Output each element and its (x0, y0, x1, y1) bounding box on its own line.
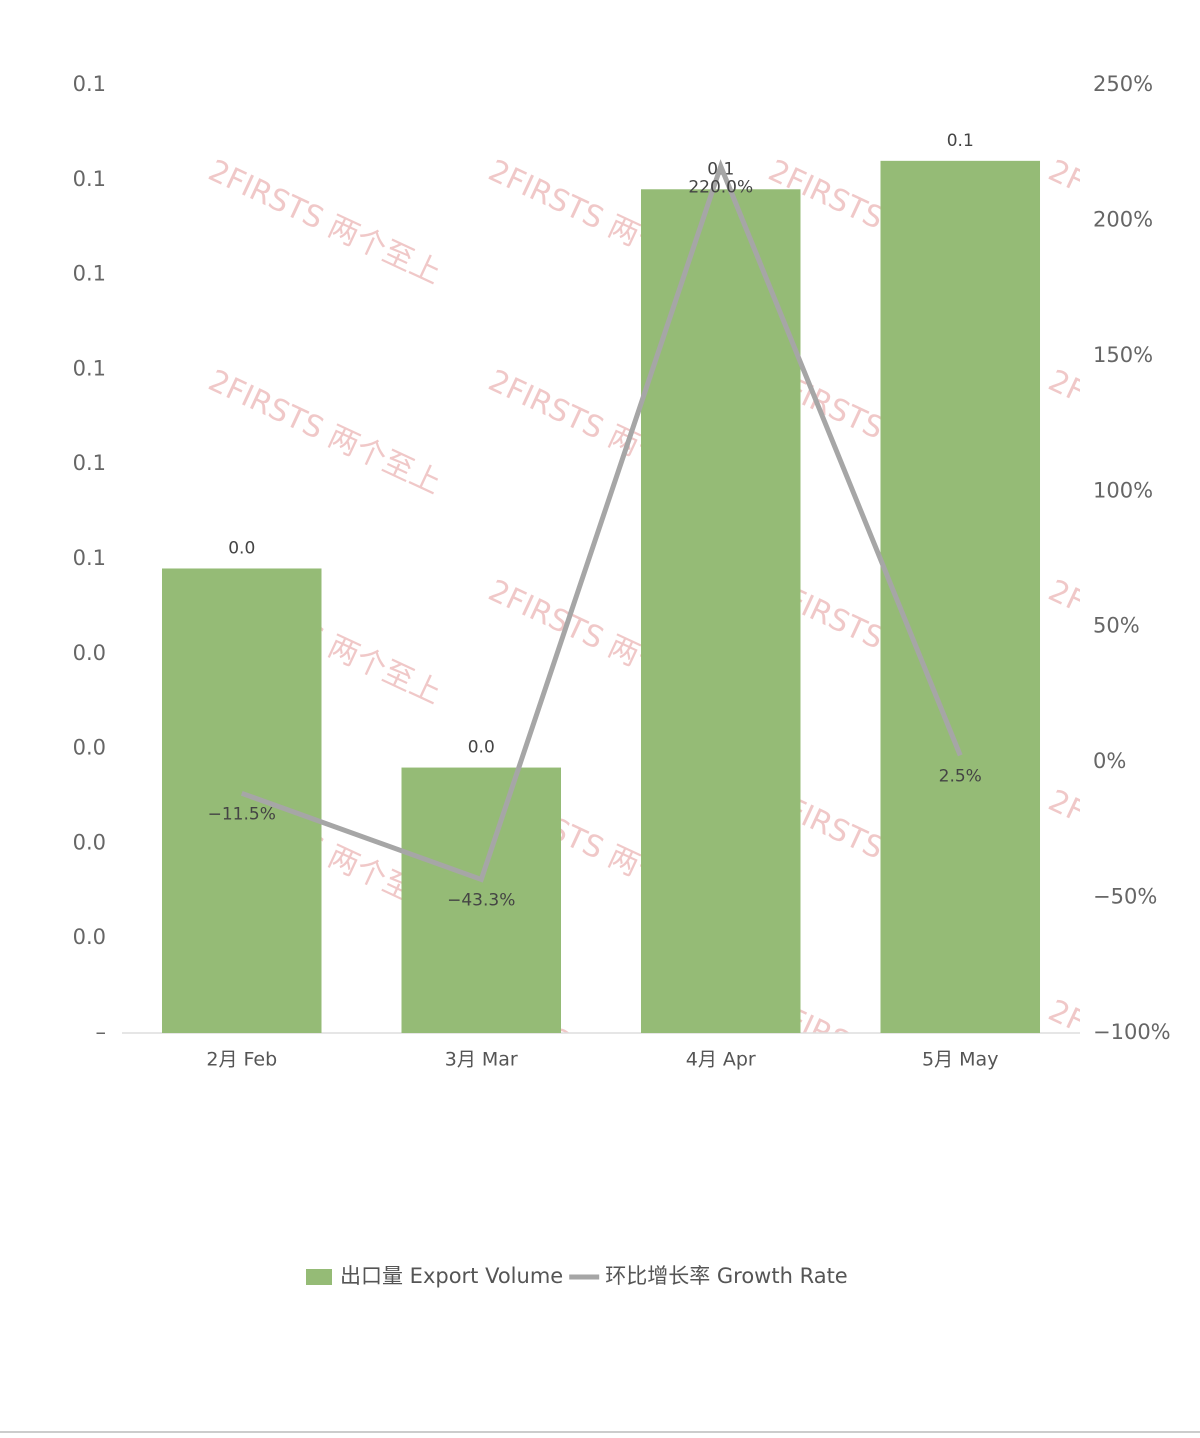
line-value-label: −43.3% (447, 890, 515, 910)
y-tick-label: 0.1 (73, 72, 106, 96)
legend-label: 出口量 Export Volume (340, 1264, 563, 1288)
line-value-label: 2.5% (939, 766, 982, 786)
bar-value-label: 0.0 (468, 738, 495, 758)
x-tick-label: 4月 Apr (686, 1049, 756, 1071)
y2-tick-label: 150% (1093, 343, 1153, 367)
watermark: 2FIRSTS 两个至上 (1043, 573, 1200, 711)
y-tick-label: 0.1 (73, 356, 106, 380)
y-tick-label: – (96, 1020, 107, 1044)
watermark: 2FIRSTS 两个至上 (1043, 993, 1200, 1131)
y2-tick-label: 100% (1093, 478, 1153, 502)
y2-tick-label: 50% (1093, 614, 1140, 638)
y2-tick-label: 200% (1093, 207, 1153, 231)
watermark: 2FIRSTS 两个至上 (203, 153, 446, 291)
line-value-label: 220.0% (688, 177, 753, 197)
y-tick-label: 0.0 (73, 641, 106, 665)
y2-tick-label: −50% (1093, 885, 1157, 909)
y-tick-label: 0.0 (73, 925, 106, 949)
y-tick-label: 0.1 (73, 546, 106, 570)
y-tick-label: 0.1 (73, 262, 106, 286)
y-tick-label: 0.1 (73, 451, 106, 475)
legend-label: 环比增长率 Growth Rate (605, 1264, 848, 1288)
y2-tick-label: 250% (1093, 72, 1153, 96)
y-tick-label: 0.0 (73, 830, 106, 854)
y2-tick-label: 0% (1093, 749, 1126, 773)
line-value-label: −11.5% (208, 804, 276, 824)
line (240, 159, 963, 883)
x-tick-label: 2月 Feb (206, 1049, 277, 1071)
bar (161, 568, 322, 1033)
bar-value-label: 0.1 (947, 131, 974, 151)
bar-value-label: 0.0 (228, 538, 255, 558)
y-tick-label: 0.0 (73, 736, 106, 760)
y2-tick-label: −100% (1093, 1020, 1171, 1044)
x-tick-label: 5月 May (922, 1049, 998, 1071)
bar (640, 189, 801, 1033)
y-tick-label: 0.1 (73, 167, 106, 191)
watermark: 2FIRSTS 两个至上 (203, 363, 446, 501)
bar (401, 767, 562, 1033)
bar (880, 160, 1041, 1034)
legend-swatch (306, 1269, 332, 1285)
x-tick-label: 3月 Mar (445, 1049, 518, 1071)
